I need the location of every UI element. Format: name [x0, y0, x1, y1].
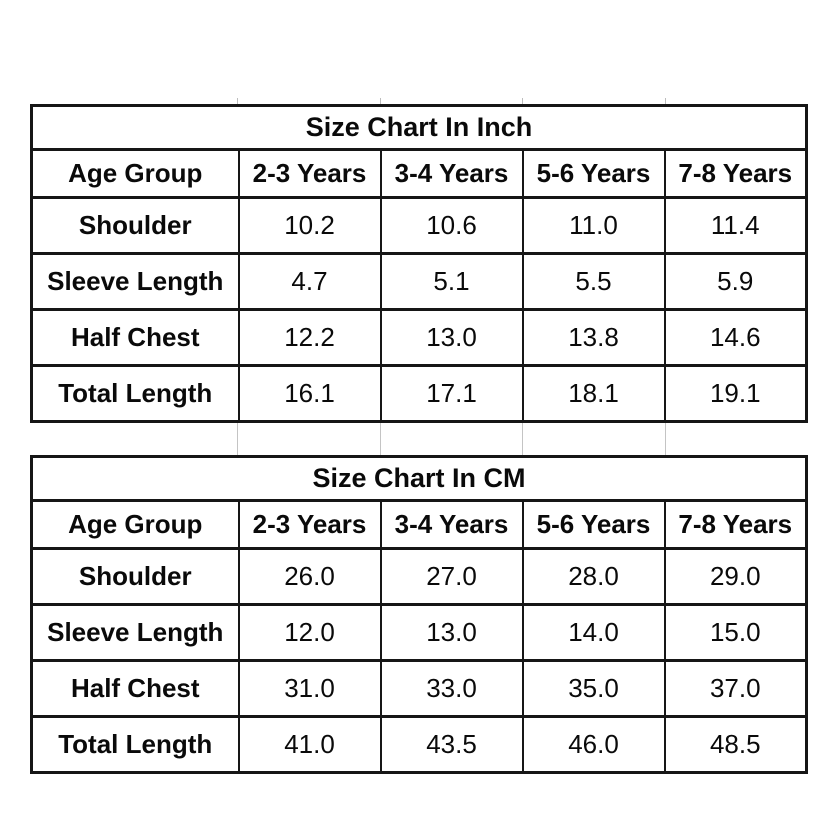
table-row: Size Chart In CM: [30, 455, 808, 502]
size-chart-cm-table: Size Chart In CM Age Group 2-3 Years 3-4…: [30, 455, 809, 774]
col-header-2-3-years: 2-3 Years: [237, 499, 382, 550]
table-row: Size Chart In Inch: [30, 104, 808, 151]
row-label-shoulder: Shoulder: [30, 196, 240, 255]
gridline-tick: [522, 98, 523, 104]
cell-value: 35.0: [521, 659, 666, 718]
cell-value: 29.0: [663, 547, 808, 606]
table-row: Shoulder 26.0 27.0 28.0 29.0: [30, 547, 808, 606]
table-row: Half Chest 12.2 13.0 13.8 14.6: [30, 308, 808, 367]
gridline: [665, 423, 666, 455]
col-header-5-6-years: 5-6 Years: [521, 499, 666, 550]
col-header-age-group: Age Group: [30, 499, 240, 550]
table-row: Half Chest 31.0 33.0 35.0 37.0: [30, 659, 808, 718]
col-header-5-6-years: 5-6 Years: [521, 148, 666, 199]
cell-value: 31.0: [237, 659, 382, 718]
table-title-inch: Size Chart In Inch: [30, 104, 808, 151]
cell-value: 12.2: [237, 308, 382, 367]
cell-value: 14.6: [663, 308, 808, 367]
cell-value: 5.1: [379, 252, 524, 311]
row-label-sleeve-length: Sleeve Length: [30, 603, 240, 662]
row-label-half-chest: Half Chest: [30, 659, 240, 718]
table-row: Sleeve Length 4.7 5.1 5.5 5.9: [30, 252, 808, 311]
size-chart-stage: Size Chart In Inch Age Group 2-3 Years 3…: [30, 98, 809, 774]
table-row: Sleeve Length 12.0 13.0 14.0 15.0: [30, 603, 808, 662]
row-label-sleeve-length: Sleeve Length: [30, 252, 240, 311]
row-label-half-chest: Half Chest: [30, 308, 240, 367]
cell-value: 19.1: [663, 364, 808, 423]
cell-value: 15.0: [663, 603, 808, 662]
cell-value: 37.0: [663, 659, 808, 718]
gridline: [380, 423, 381, 455]
col-header-2-3-years: 2-3 Years: [237, 148, 382, 199]
row-label-shoulder: Shoulder: [30, 547, 240, 606]
size-chart-inch-table: Size Chart In Inch Age Group 2-3 Years 3…: [30, 104, 809, 423]
table-row: Total Length 41.0 43.5 46.0 48.5: [30, 715, 808, 774]
table-row: Age Group 2-3 Years 3-4 Years 5-6 Years …: [30, 499, 808, 550]
cell-value: 46.0: [521, 715, 666, 774]
cell-value: 13.0: [379, 603, 524, 662]
table-title-cm: Size Chart In CM: [30, 455, 808, 502]
cell-value: 11.4: [663, 196, 808, 255]
gridline-tick: [665, 98, 666, 104]
cell-value: 5.5: [521, 252, 666, 311]
row-label-total-length: Total Length: [30, 364, 240, 423]
gridline-tick: [380, 98, 381, 104]
cell-value: 10.2: [237, 196, 382, 255]
cell-value: 5.9: [663, 252, 808, 311]
cell-value: 12.0: [237, 603, 382, 662]
col-header-age-group: Age Group: [30, 148, 240, 199]
gridline: [237, 423, 238, 455]
cell-value: 28.0: [521, 547, 666, 606]
cell-value: 27.0: [379, 547, 524, 606]
col-header-7-8-years: 7-8 Years: [663, 499, 808, 550]
cell-value: 17.1: [379, 364, 524, 423]
col-header-3-4-years: 3-4 Years: [379, 499, 524, 550]
cell-value: 16.1: [237, 364, 382, 423]
table-row: Total Length 16.1 17.1 18.1 19.1: [30, 364, 808, 423]
cell-value: 26.0: [237, 547, 382, 606]
gridline-tick: [237, 98, 238, 104]
table-spacer: [30, 423, 807, 455]
cell-value: 4.7: [237, 252, 382, 311]
cell-value: 14.0: [521, 603, 666, 662]
cell-value: 10.6: [379, 196, 524, 255]
cell-value: 13.8: [521, 308, 666, 367]
cell-value: 43.5: [379, 715, 524, 774]
table-row: Shoulder 10.2 10.6 11.0 11.4: [30, 196, 808, 255]
row-label-total-length: Total Length: [30, 715, 240, 774]
col-header-7-8-years: 7-8 Years: [663, 148, 808, 199]
table-row: Age Group 2-3 Years 3-4 Years 5-6 Years …: [30, 148, 808, 199]
cell-value: 13.0: [379, 308, 524, 367]
cell-value: 48.5: [663, 715, 808, 774]
gridline-ticks: [30, 98, 807, 104]
cell-value: 18.1: [521, 364, 666, 423]
cell-value: 41.0: [237, 715, 382, 774]
gridline: [522, 423, 523, 455]
col-header-3-4-years: 3-4 Years: [379, 148, 524, 199]
cell-value: 11.0: [521, 196, 666, 255]
cell-value: 33.0: [379, 659, 524, 718]
